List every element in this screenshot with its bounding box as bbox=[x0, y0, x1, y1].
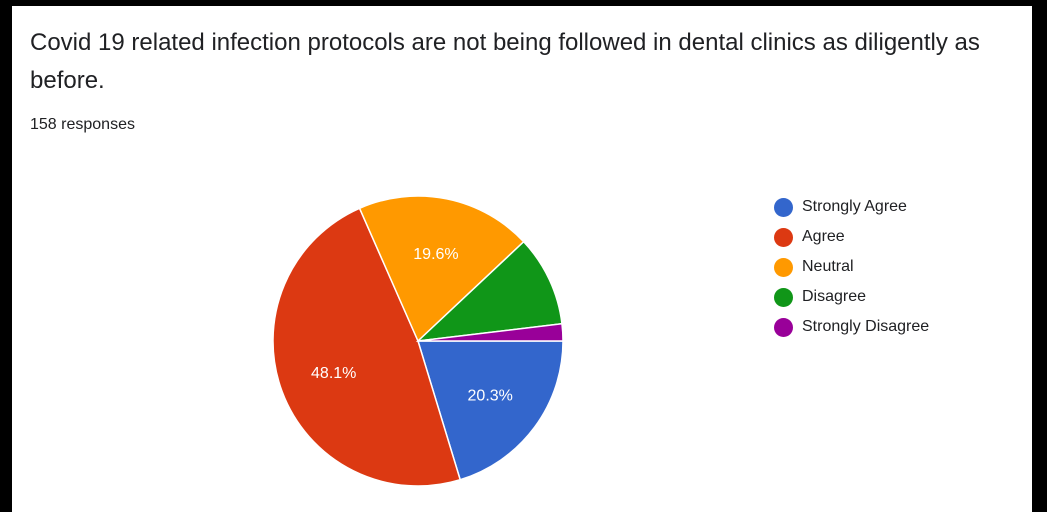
pie-slice-strongly-agree[interactable] bbox=[416, 340, 564, 481]
slice-label-strongly-agree: 20.3% bbox=[468, 388, 513, 405]
question-title: Covid 19 related infection protocols are… bbox=[30, 29, 980, 94]
legend-item-strongly-agree[interactable]: Strongly Agree bbox=[774, 192, 929, 222]
pie-slice-agree[interactable] bbox=[272, 207, 462, 487]
pie-slice-neutral[interactable] bbox=[358, 195, 525, 343]
legend-label: Strongly Disagree bbox=[802, 318, 930, 335]
legend-swatch bbox=[774, 227, 793, 247]
legend-item-agree[interactable]: Agree bbox=[774, 222, 929, 252]
pie-slice-strongly-disagree[interactable] bbox=[417, 322, 564, 342]
legend-swatch bbox=[774, 317, 793, 337]
response-card: Covid 19 related infection protocols are… bbox=[12, 6, 1032, 512]
legend-label: Strongly Agree bbox=[802, 198, 907, 215]
legend-item-strongly-disagree[interactable]: Strongly Disagree bbox=[774, 312, 929, 342]
legend-item-disagree[interactable]: Disagree bbox=[774, 282, 929, 312]
legend-item-neutral[interactable]: Neutral bbox=[774, 252, 929, 282]
pie-chart: 20.3% 48.1% 19.6% bbox=[272, 195, 564, 487]
legend-swatch bbox=[774, 287, 793, 307]
response-count: 158 responses bbox=[30, 116, 135, 133]
chart-legend: Strongly Agree Agree Neutral Disagree Strong… bbox=[774, 192, 929, 342]
legend-label: Disagree bbox=[802, 288, 867, 305]
pie-slice-disagree[interactable] bbox=[415, 240, 563, 343]
legend-swatch bbox=[774, 197, 793, 217]
slice-label-neutral: 19.6% bbox=[413, 246, 458, 263]
legend-label: Agree bbox=[802, 228, 845, 245]
legend-swatch bbox=[774, 257, 793, 277]
legend-label: Neutral bbox=[802, 258, 854, 275]
slice-label-agree: 48.1% bbox=[311, 365, 356, 382]
